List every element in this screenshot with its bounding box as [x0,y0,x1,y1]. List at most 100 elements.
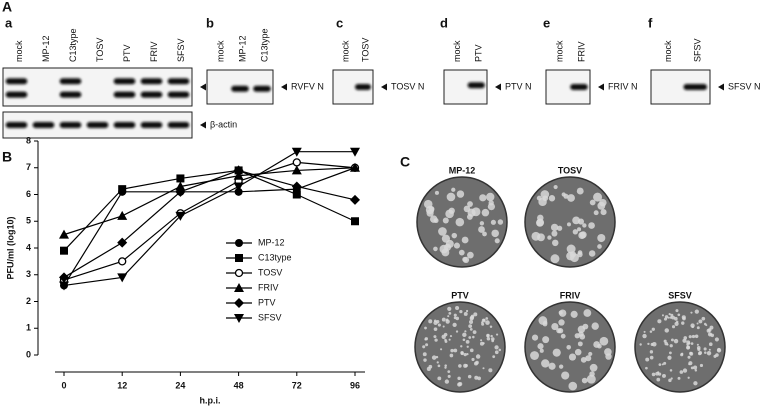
plaque [492,355,496,359]
plaque [645,366,648,370]
plaque [675,320,679,324]
plaque [663,361,667,365]
plaque [458,364,462,368]
plaque-well [634,301,726,393]
plaque [714,337,719,342]
lane-label: SFSV [693,38,703,62]
plaque [462,338,466,342]
plaque [440,348,443,351]
plaque [568,381,578,391]
plaque [670,338,674,342]
y-tick-label: 8 [26,135,31,145]
plaque [422,352,427,357]
lane-label: mock [14,40,24,62]
point [117,237,128,248]
point [59,229,69,239]
plaque [485,317,489,320]
blot-label: b [206,15,214,30]
plaque [460,351,464,355]
plaque [577,341,583,347]
point [235,239,243,247]
plaque [530,351,539,360]
plaque [566,344,572,350]
plaque [537,343,544,350]
plaque-label: FRIV [560,290,581,300]
plaque [433,320,438,326]
point [292,190,301,199]
plaque [449,335,453,338]
plaque [437,364,441,368]
plaque [716,348,722,353]
plaque [652,342,657,347]
plaque [480,339,483,342]
plaque [462,256,468,263]
plaque [681,321,685,325]
band [32,122,55,128]
plaque [553,184,558,190]
lane-label: TOSV [95,38,105,62]
y-tick-label: 7 [26,162,31,172]
arrowhead [381,83,387,91]
plaque [531,231,541,241]
plaque [460,345,463,348]
plaque [463,312,468,316]
plaque [444,364,447,367]
plaque [707,332,713,337]
lane-label: C13type [259,28,269,62]
plaque [486,192,495,202]
plaque [577,218,584,225]
legend-label: C13type [258,252,292,262]
arrowhead [200,83,206,91]
plaque [426,366,431,371]
plaque [667,355,672,360]
band [167,78,190,85]
plaque [451,187,456,192]
band [231,85,249,92]
plaque [435,355,439,359]
y-tick-label: 4 [26,242,31,252]
legend-label: PTV [258,297,276,307]
legend-label: TOSV [258,267,282,277]
plaque [708,348,711,351]
plaque [467,374,472,379]
plaque [593,210,599,216]
plaque [693,381,698,386]
plaque [547,235,552,240]
plaque [473,312,478,317]
band [355,84,371,90]
point [117,210,128,220]
plaque [570,310,578,318]
plaque [668,313,671,316]
plaque [445,239,454,248]
plaque [709,325,714,330]
plaque-label: TOSV [558,165,582,175]
point [59,272,69,283]
target-label: TOSV N [391,81,424,91]
plaque [697,347,701,352]
plaque [645,357,650,362]
plaque [688,335,692,339]
plaque [531,334,539,341]
plaque [433,246,438,252]
plaque [682,368,688,373]
plaque [444,338,447,342]
plaque [683,336,688,340]
plaque [446,192,456,202]
plaque [560,333,566,339]
band [113,122,136,128]
plaque [472,335,475,339]
plaque [466,345,469,348]
point [60,246,68,255]
plaque [481,208,490,217]
plaque [658,363,662,366]
plaque [467,251,474,259]
band [59,78,82,85]
plaque [437,323,441,327]
band [5,91,28,98]
plaque [675,309,679,313]
plaque [556,328,562,334]
plaque [498,348,502,352]
plaque [472,330,477,335]
plaque [465,309,469,313]
plaque [586,374,596,384]
